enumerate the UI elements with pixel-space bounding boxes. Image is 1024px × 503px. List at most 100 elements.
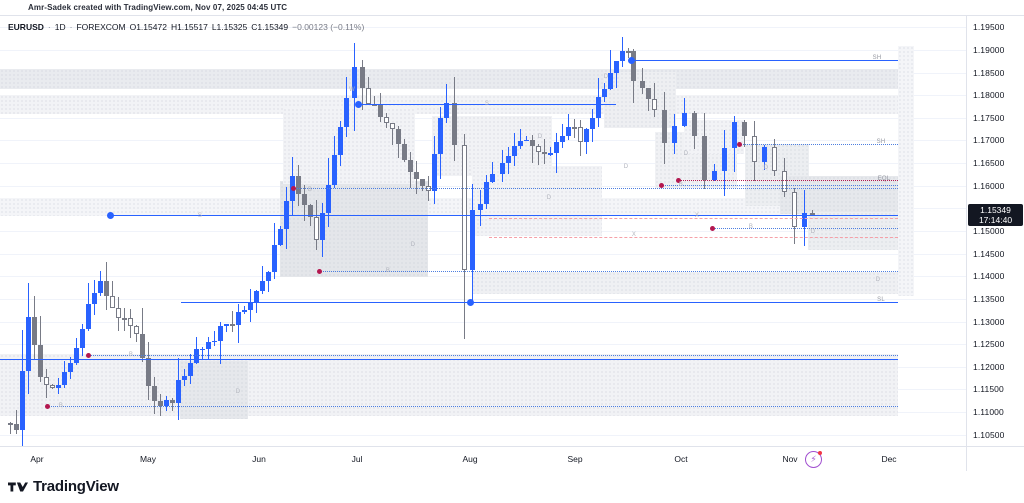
candlestick — [50, 16, 55, 446]
candle-body — [792, 192, 797, 227]
candlestick — [596, 16, 601, 446]
candle-wick — [232, 311, 233, 332]
candle-body — [602, 89, 607, 98]
candle-body — [702, 136, 707, 180]
candle-body — [224, 323, 229, 326]
chart-annotation-label: D — [537, 134, 543, 140]
candle-body — [86, 304, 91, 330]
chart-annotation-label: D — [763, 165, 769, 171]
candlestick — [384, 16, 389, 446]
candle-wick — [812, 209, 813, 214]
candlestick — [512, 16, 517, 446]
time-axis-tick: Aug — [462, 454, 478, 464]
candle-body — [98, 281, 103, 293]
candle-body — [578, 127, 583, 143]
chart-frame: EURUSD · 1D · FOREXCOM O1.15472 H1.15517… — [0, 15, 1024, 471]
candlestick — [390, 16, 395, 446]
chart-annotation-label: SH — [876, 139, 886, 145]
candle-body — [206, 342, 211, 350]
candle-body — [608, 73, 613, 89]
swing-point-dot — [627, 56, 635, 64]
candle-body — [152, 386, 157, 402]
candle-body — [590, 117, 595, 129]
candlestick — [366, 16, 371, 446]
price-zone — [472, 166, 602, 236]
candlestick — [206, 16, 211, 446]
price-axis-tick: 1.14500 — [973, 248, 1005, 259]
candlestick — [692, 16, 697, 446]
candle-wick — [568, 113, 569, 140]
candle-body — [390, 123, 395, 129]
candlestick — [188, 16, 193, 446]
candle-body — [640, 81, 645, 89]
candle-body — [584, 128, 589, 143]
chart-legend[interactable]: EURUSD · 1D · FOREXCOM O1.15472 H1.15517… — [8, 21, 364, 33]
candle-wick — [268, 271, 269, 292]
candlestick — [602, 16, 607, 446]
candle-body — [56, 385, 61, 389]
time-axis-tick: Jun — [252, 454, 266, 464]
candle-body — [752, 136, 757, 162]
candlestick — [590, 16, 595, 446]
liquidity-point-dot — [658, 182, 664, 188]
lightning-bolt-glyph: ⚡ — [810, 454, 817, 464]
candle-wick — [642, 68, 643, 95]
legend-symbol[interactable]: EURUSD — [8, 22, 44, 32]
candle-body — [614, 61, 619, 74]
legend-interval[interactable]: 1D — [54, 22, 66, 32]
tradingview-logo[interactable]: TradingView — [8, 478, 119, 495]
chart-annotation-label: B — [385, 268, 391, 274]
candle-body — [14, 424, 19, 430]
chart-plot-area[interactable]: SH SH EQL D SL W S S X X B B B B B B D D D D D D D D D — [0, 16, 966, 446]
candle-body — [452, 102, 457, 145]
candlestick — [38, 16, 43, 446]
candlestick — [408, 16, 413, 446]
candlestick — [320, 16, 325, 446]
candle-body — [116, 307, 121, 318]
candlestick — [326, 16, 331, 446]
candle-body — [8, 423, 13, 426]
swing-structure-line — [110, 215, 898, 216]
legend-low: L1.15325 — [211, 22, 248, 32]
candlestick — [284, 16, 289, 446]
candle-body — [122, 317, 127, 320]
candle-wick — [648, 87, 649, 112]
time-axis[interactable]: Apr May Jun Jul Aug Sep Oct Nov Dec — [0, 446, 966, 471]
candle-body — [254, 290, 259, 303]
candlestick — [518, 16, 523, 446]
candlestick — [296, 16, 301, 446]
candle-wick — [112, 281, 113, 309]
candle-wick — [374, 96, 375, 105]
time-axis-tick: Dec — [881, 454, 897, 464]
candle-body — [478, 203, 483, 211]
candlestick — [640, 16, 645, 446]
candle-wick — [262, 265, 263, 294]
candle-body — [176, 380, 181, 403]
candlestick — [308, 16, 313, 446]
legend-open: O1.15472 — [129, 22, 167, 32]
candlestick — [646, 16, 651, 446]
candlestick — [248, 16, 253, 446]
candlestick — [702, 16, 707, 446]
candle-body — [432, 154, 437, 191]
candlestick — [254, 16, 259, 446]
candle-body — [402, 144, 407, 161]
chart-annotation-label: D — [810, 229, 816, 235]
price-zone — [0, 198, 898, 216]
price-axis[interactable]: 1.15349 17:14:40 1.19500 1.19000 1.18500 1.… — [966, 16, 1024, 446]
candle-body — [524, 140, 529, 142]
candlestick — [14, 16, 19, 446]
candle-body — [566, 126, 571, 136]
candlestick — [8, 16, 13, 446]
candlestick — [438, 16, 443, 446]
candlestick — [74, 16, 79, 446]
candlestick — [176, 16, 181, 446]
candle-wick — [492, 162, 493, 183]
candle-body — [92, 292, 97, 305]
ai-assistant-icon[interactable]: ⚡ — [805, 451, 822, 468]
candle-body — [652, 98, 657, 111]
candle-body — [242, 309, 247, 313]
candle-body — [662, 110, 667, 144]
candle-body — [352, 66, 357, 99]
chart-annotation-label: B — [307, 187, 313, 193]
